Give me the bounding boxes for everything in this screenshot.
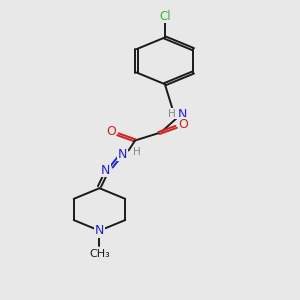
Text: N: N (118, 148, 127, 161)
Text: O: O (106, 125, 116, 139)
Text: O: O (178, 118, 188, 131)
Text: N: N (101, 164, 110, 177)
Text: H: H (168, 109, 176, 119)
Text: N: N (95, 224, 104, 237)
Text: Cl: Cl (159, 10, 171, 23)
Text: H: H (133, 147, 140, 157)
Text: N: N (178, 109, 188, 122)
Text: CH₃: CH₃ (89, 249, 110, 259)
